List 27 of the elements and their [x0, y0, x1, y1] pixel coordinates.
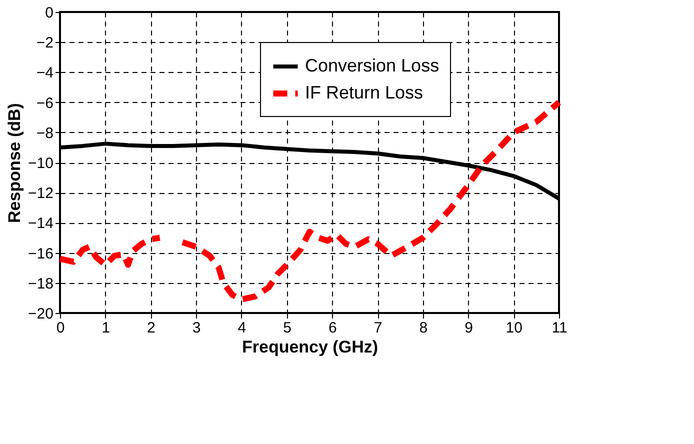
y-axis-title: Response (dB) — [5, 103, 24, 223]
legend-label: Conversion Loss — [305, 56, 440, 76]
x-tick-label: 6 — [328, 320, 337, 336]
x-tick-label: 2 — [147, 320, 156, 336]
y-tick-label: −8 — [36, 124, 54, 142]
x-axis-title: Frequency (GHz) — [242, 338, 378, 356]
x-tick-label: 7 — [374, 320, 382, 336]
x-tick-label: 3 — [192, 320, 201, 336]
y-tick-label: −12 — [28, 185, 54, 202]
x-tick-label: 4 — [238, 320, 246, 336]
y-tick-label: −18 — [28, 275, 54, 292]
y-tick-label: −16 — [28, 245, 54, 262]
y-tick-label: −20 — [28, 306, 54, 322]
y-tick-label: −6 — [36, 94, 54, 112]
y-tick-label: 0 — [45, 4, 54, 22]
y-tick-label: −14 — [28, 215, 54, 232]
y-tick-label: −10 — [28, 155, 54, 172]
x-tick-label: 5 — [283, 320, 292, 336]
x-tick-label: 9 — [464, 320, 473, 336]
x-tick-label: 11 — [552, 320, 568, 336]
y-tick-label: −4 — [36, 64, 54, 82]
x-tick-label: 10 — [506, 320, 522, 336]
x-tick-label: 1 — [102, 320, 110, 336]
x-tick-label: 8 — [419, 320, 428, 336]
y-tick-label: −2 — [36, 34, 54, 52]
x-tick-label: 0 — [56, 320, 65, 336]
legend-label: IF Return Loss — [305, 82, 424, 102]
